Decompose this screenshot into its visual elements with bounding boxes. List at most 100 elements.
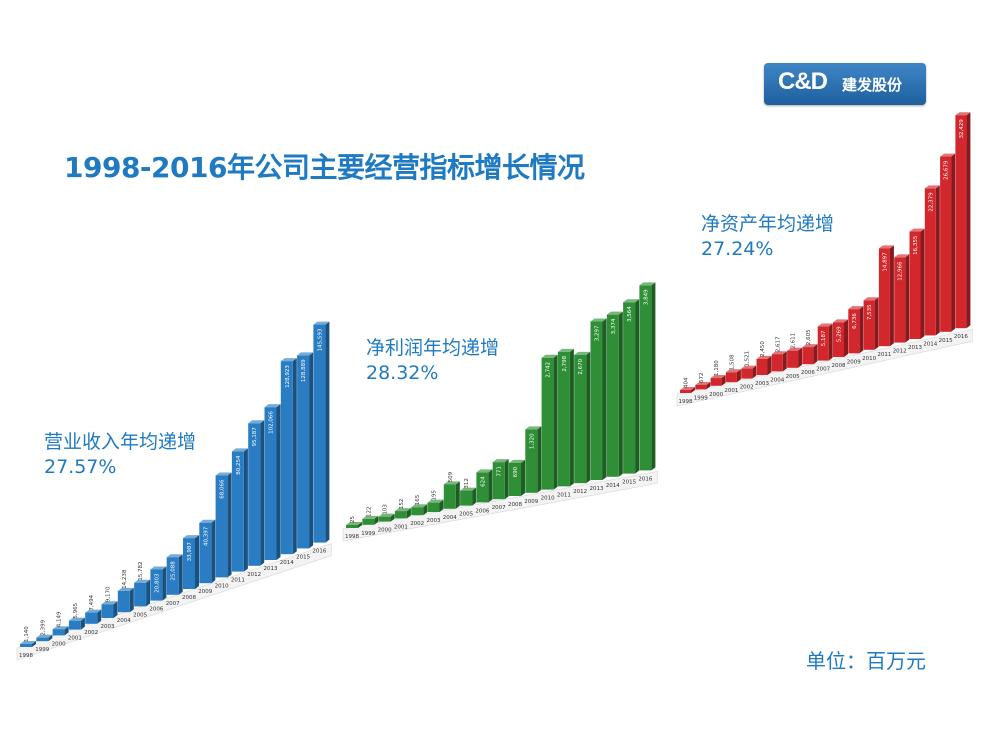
revenue-value-label-2003: 9,170 <box>106 586 112 602</box>
equity-year-label-2006: 2006 <box>801 370 815 376</box>
revenue-year-label-2004: 2004 <box>117 618 131 624</box>
revenue-value-label-2008: 33,987 <box>187 542 193 562</box>
revenue-value-label-2015: 128,889 <box>301 359 307 382</box>
logo-text: 建发股份 <box>842 76 903 94</box>
profit-value-label-2006: 624 <box>480 476 486 487</box>
equity-bar-2010 <box>863 297 879 350</box>
equity-bar-2007 <box>817 323 833 361</box>
revenue-value-label-2014: 128,923 <box>285 365 291 388</box>
revenue-year-label-2008: 2008 <box>182 595 196 601</box>
equity-year-label-2016: 2016 <box>954 334 968 340</box>
equity-value-label-2005: 2,611 <box>791 333 797 349</box>
equity-year-label-2015: 2015 <box>939 338 953 344</box>
revenue-year-label-1999: 1999 <box>35 647 49 653</box>
profit-year-label-2009: 2009 <box>524 499 538 505</box>
equity-value-label-2014: 22,379 <box>928 192 934 212</box>
equity-value-label-2006: 2,605 <box>806 329 812 345</box>
revenue-bar-2005 <box>134 579 151 607</box>
revenue-year-label-2016: 2016 <box>312 549 326 555</box>
revenue-bar-2004 <box>117 587 134 613</box>
revenue-year-label-2014: 2014 <box>280 560 294 566</box>
revenue-value-label-2004: 14,238 <box>122 569 128 589</box>
revenue-year-label-2011: 2011 <box>231 578 245 584</box>
profit-year-label-2007: 2007 <box>492 505 506 511</box>
profit-baseline <box>342 471 658 542</box>
revenue-year-label-2012: 2012 <box>247 572 261 578</box>
equity-value-label-2001: 1,508 <box>729 354 735 370</box>
profit-bar-2014 <box>606 311 623 477</box>
revenue-value-label-2016: 145,593 <box>317 328 323 351</box>
profit-value-label-2009: 1,320 <box>529 433 535 449</box>
profit-bar-2012 <box>574 351 591 484</box>
profit-year-label-1999: 1999 <box>361 531 375 537</box>
profit-bar-2015 <box>623 299 640 474</box>
profit-bar-2002 <box>411 504 428 516</box>
revenue-bar-2006 <box>150 566 167 601</box>
revenue-year-label-2007: 2007 <box>166 601 180 607</box>
profit-bar-2013 <box>590 318 607 480</box>
profit-bar-2004 <box>443 481 460 509</box>
profit-year-label-2016: 2016 <box>638 476 652 482</box>
equity-value-label-2013: 16,355 <box>913 235 919 255</box>
equity-bar-2012 <box>894 254 910 343</box>
equity-bar-2005 <box>787 347 803 368</box>
equity-value-label-2007: 5,187 <box>821 330 827 346</box>
equity-bar-2011 <box>878 245 894 347</box>
equity-bar-2013 <box>909 228 925 339</box>
revenue-year-label-2006: 2006 <box>149 607 163 613</box>
profit-year-label-2005: 2005 <box>459 512 473 518</box>
profit-bar-1999 <box>362 515 379 525</box>
company-logo: C&D 建发股份 <box>764 63 926 105</box>
equity-growth-caption: 净资产年均递增 27.24% <box>701 212 834 262</box>
profit-bar-2016 <box>639 282 656 471</box>
profit-chart: 25 1998 122 1999 103 2000 152 2001 165 2002 195 200… <box>342 282 658 542</box>
profit-year-label-2008: 2008 <box>508 502 522 508</box>
equity-value-label-2004: 2,617 <box>775 336 781 352</box>
revenue-baseline <box>16 543 332 661</box>
equity-year-label-2004: 2004 <box>770 377 784 383</box>
revenue-bar-2007 <box>166 554 183 595</box>
equity-bar-2003 <box>756 355 772 375</box>
equity-year-label-2008: 2008 <box>832 363 846 369</box>
profit-value-label-2010: 2,742 <box>546 362 552 378</box>
equity-value-label-1998: 404 <box>684 377 690 388</box>
revenue-year-label-2001: 2001 <box>68 636 82 642</box>
revenue-bar-2014 <box>280 358 297 555</box>
profit-growth-caption: 净利润年均递增 28.32% <box>366 336 499 386</box>
revenue-value-label-2005: 15,782 <box>138 562 144 581</box>
revenue-year-label-2009: 2009 <box>198 589 212 595</box>
profit-value-label-2007: 771 <box>497 466 503 477</box>
profit-value-label-2005: 312 <box>464 478 470 489</box>
profit-bar-2008 <box>509 459 525 496</box>
profit-value-label-2000: 103 <box>383 504 389 515</box>
profit-bar-2006 <box>476 469 493 503</box>
equity-year-label-2005: 2005 <box>786 374 800 380</box>
revenue-year-label-2005: 2005 <box>133 612 147 618</box>
equity-value-label-2000: 1,180 <box>714 360 720 376</box>
revenue-value-label-2006: 20,803 <box>154 573 160 593</box>
profit-value-label-2002: 165 <box>415 494 421 505</box>
equity-year-label-2003: 2003 <box>755 381 769 387</box>
profit-value-label-2003: 195 <box>432 490 438 501</box>
equity-chart: 404 1998 672 1999 1,180 2000 1,508 2001 1,521 200… <box>676 112 973 407</box>
equity-value-label-2016: 32,429 <box>959 119 965 139</box>
profit-bar-2001 <box>394 508 411 519</box>
revenue-bar-2016 <box>313 321 330 543</box>
revenue-bar-2009 <box>199 519 216 584</box>
profit-year-label-2004: 2004 <box>443 515 457 521</box>
profit-year-label-2011: 2011 <box>557 492 571 498</box>
revenue-growth-caption: 营业收入年均递增 27.57% <box>44 430 196 480</box>
revenue-bar-2002 <box>85 609 102 624</box>
equity-year-label-2007: 2007 <box>816 367 830 373</box>
profit-bar-2000 <box>378 513 395 522</box>
revenue-year-label-2002: 2002 <box>84 630 98 636</box>
revenue-value-label-2011: 80,254 <box>236 455 242 475</box>
equity-growth-rate: 27.24% <box>701 238 774 260</box>
equity-bar-1998 <box>680 387 695 393</box>
profit-year-label-2014: 2014 <box>606 483 620 489</box>
profit-value-label-2014: 3,374 <box>611 318 617 334</box>
equity-year-label-2012: 2012 <box>893 349 907 355</box>
revenue-value-label-2012: 95,187 <box>252 427 258 447</box>
revenue-bar-2008 <box>183 535 199 589</box>
equity-value-label-1999: 672 <box>699 372 705 383</box>
